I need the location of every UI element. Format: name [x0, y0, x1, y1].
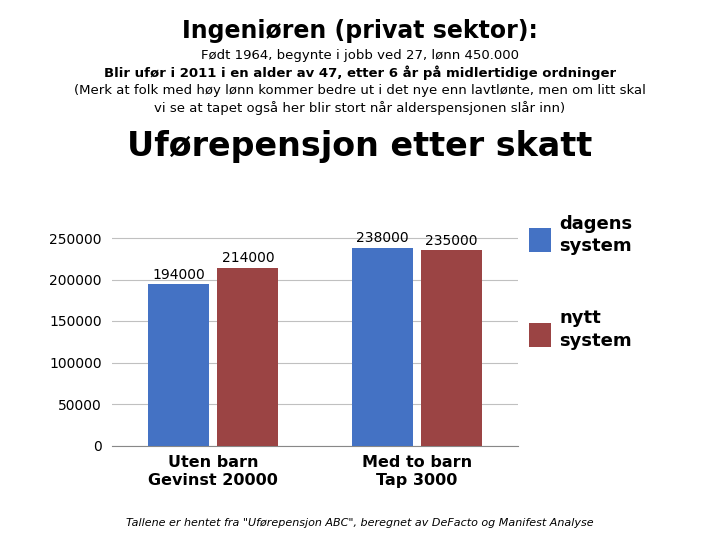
Text: (Merk at folk med høy lønn kommer bedre ut i det nye enn lavtlønte, men om litt : (Merk at folk med høy lønn kommer bedre … — [74, 84, 646, 97]
Bar — [420, 251, 482, 446]
Text: nytt
system: nytt system — [559, 309, 632, 349]
Text: 214000: 214000 — [222, 251, 274, 265]
Bar — [217, 268, 279, 445]
Text: 235000: 235000 — [425, 233, 477, 247]
Text: Blir ufør i 2011 i en alder av 47, etter 6 år på midlertidige ordninger: Blir ufør i 2011 i en alder av 47, etter… — [104, 66, 616, 80]
Text: Uførepensjon etter skatt: Uførepensjon etter skatt — [127, 130, 593, 163]
Bar — [148, 285, 210, 446]
Text: Født 1964, begynte i jobb ved 27, lønn 450.000: Født 1964, begynte i jobb ved 27, lønn 4… — [201, 49, 519, 62]
Text: dagens
system: dagens system — [559, 215, 633, 255]
Text: 194000: 194000 — [153, 268, 205, 281]
Text: Ingeniøren (privat sektor):: Ingeniøren (privat sektor): — [182, 19, 538, 43]
Bar — [351, 248, 413, 446]
Text: Tallene er hentet fra "Uførepensjon ABC", beregnet av DeFacto og Manifest Analys: Tallene er hentet fra "Uførepensjon ABC"… — [126, 518, 594, 528]
Text: 238000: 238000 — [356, 231, 408, 245]
Text: vi se at tapet også her blir stort når alderspensjonen slår inn): vi se at tapet også her blir stort når a… — [154, 101, 566, 115]
